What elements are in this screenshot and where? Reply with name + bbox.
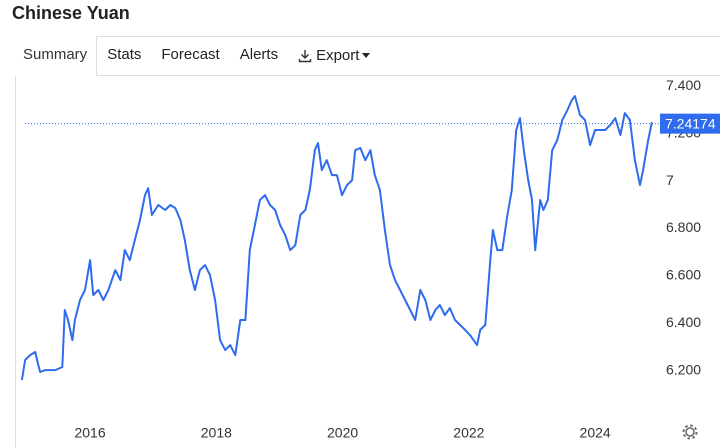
tab-label: Export	[316, 46, 360, 64]
tab[interactable]: Forecast	[161, 46, 220, 63]
tab[interactable]: Alerts	[239, 46, 279, 63]
tab[interactable]: Summary	[15, 36, 98, 76]
page-title: Chinese Yuan	[12, 3, 130, 23]
tab-bar: Summary Stats Forecast Alerts Export	[15, 36, 720, 76]
download-icon	[298, 49, 312, 62]
export-menu[interactable]: Export	[288, 36, 380, 75]
caret	[362, 53, 371, 58]
panel-frame	[15, 36, 720, 448]
tab[interactable]: Stats	[107, 46, 142, 63]
